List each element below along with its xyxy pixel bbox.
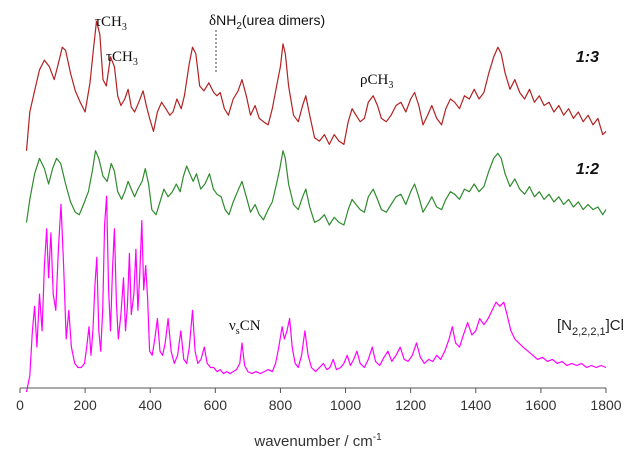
x-axis-label: wavenumber / cm-1	[253, 432, 382, 450]
series-label-1-3: 1:3	[576, 49, 599, 66]
annotation-nu-s-cn: νsCN	[229, 318, 261, 337]
series-label-1-2: 1:2	[576, 161, 599, 178]
annotation-tau-ch3-1: τCH3	[95, 14, 127, 33]
x-tick-label: 200	[73, 397, 97, 413]
x-tick-label: 0	[16, 397, 24, 413]
x-tick-label: 1200	[395, 397, 426, 413]
annotation-delta-nh2: δNH2(urea dimers)	[209, 12, 325, 32]
series-line-3	[25, 195, 607, 393]
series-line-2	[25, 150, 607, 226]
x-axis-ticks: 0 200 400 600 800 1000 1200 1400 1600 1800	[16, 388, 622, 413]
series-layer	[25, 20, 607, 393]
x-tick-label: 1600	[525, 397, 556, 413]
x-tick-label: 800	[269, 397, 293, 413]
x-tick-label: 1800	[590, 397, 621, 413]
x-tick-label: 1000	[330, 397, 361, 413]
annotation-rho-ch3: ρCH3	[360, 72, 393, 91]
series-line-1	[25, 20, 607, 151]
x-tick-label: 600	[204, 397, 228, 413]
series-label-n2221cl: [N2,2,2,1]Cl	[557, 317, 624, 338]
x-tick-label: 400	[139, 397, 163, 413]
annotation-tau-ch3-2: τCH3	[106, 49, 138, 68]
x-tick-label: 1400	[460, 397, 491, 413]
